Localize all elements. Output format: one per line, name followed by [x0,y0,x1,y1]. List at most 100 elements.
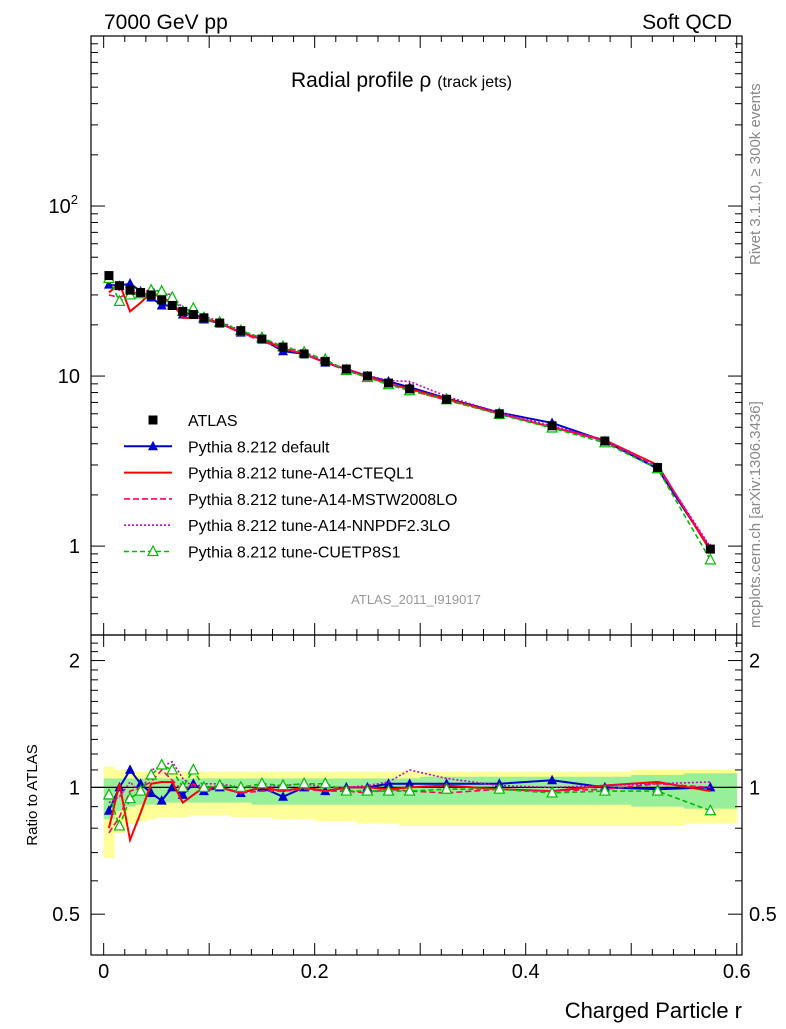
ratio-point-pythia-8-212-tune-cuetp8s1 [145,768,158,780]
ratio-point-pythia-8-212-default [156,795,167,805]
analysis-watermark: ATLAS_2011_I919017 [351,592,481,607]
ratio-point-pythia-8-212-default [278,791,289,801]
series-line-pythia-8-212-tune-cuetp8s1 [108,278,712,561]
y-main-tick-exponent: 2 [71,192,78,207]
legend-label-pythia-8-212-default: Pythia 8.212 default [188,439,330,456]
legend-marker-atlas [148,415,158,425]
ratio-point-pythia-8-212-tune-cuetp8s1 [113,819,126,831]
ratio-band-green [156,778,168,803]
point-pythia-8-212-tune-cuetp8s1 [704,553,717,565]
point-atlas [299,349,309,359]
ratio-point-pythia-8-212-tune-cuetp8s1 [102,788,115,800]
point-atlas [442,394,452,404]
ratio-tick-label-left: 1 [69,777,80,799]
x-tick-label: 0.6 [723,961,751,983]
point-atlas [600,436,610,446]
point-atlas [178,306,188,316]
ratio-line-pythia-8-212-tune-a14-cteql1 [107,780,711,844]
point-pythia-8-212-tune-cuetp8s1 [113,294,126,306]
legend-marker-pythia-8-212-tune-cuetp8s1 [147,544,159,557]
y-main-tick-label: 10 [58,366,80,388]
point-atlas [653,462,663,472]
ratio-band-green [114,778,126,811]
point-atlas [257,334,267,344]
point-atlas [167,301,177,311]
point-atlas [188,310,198,320]
x-axis-label: Charged Particle r [565,998,742,1023]
ratio-point-pythia-8-212-default [404,778,415,788]
point-atlas [320,356,330,366]
x-tick-label: 0.4 [512,961,540,983]
ratio-point-pythia-8-212-tune-cuetp8s1 [197,780,210,792]
ratio-point-pythia-8-212-tune-cuetp8s1 [361,784,374,796]
ratio-point-pythia-8-212-tune-cuetp8s1 [403,784,416,796]
y-main-tick-label: 102 [49,192,78,218]
point-atlas [341,364,351,374]
point-atlas [157,295,167,305]
x-tick-label: 0 [98,961,109,983]
ratio-point-pythia-8-212-tune-cuetp8s1 [651,784,664,796]
ratio-point-pythia-8-212-tune-cuetp8s1 [598,784,611,796]
point-atlas [215,318,225,328]
ratio-point-pythia-8-212-tune-cuetp8s1 [213,778,226,791]
ratio-uncertainty-bands [91,766,742,858]
legend-label-pythia-8-212-tune-a14-nnpdf2-3lo: Pythia 8.212 tune-A14-NNPDF2.3LO [188,518,450,535]
point-atlas [236,326,246,336]
ratio-point-pythia-8-212-tune-cuetp8s1 [298,776,311,789]
ratio-point-pythia-8-212-tune-cuetp8s1 [382,784,395,796]
point-atlas [199,313,209,323]
point-atlas [705,544,715,554]
point-atlas [114,281,124,291]
rivet-version-label: Rivet 3.1.10, ≥ 300k events [747,83,764,265]
point-atlas [278,342,288,352]
point-atlas [104,271,114,281]
ratio-point-pythia-8-212-tune-cuetp8s1 [277,778,290,791]
point-atlas [494,409,504,419]
series-line-pythia-8-212-tune-a14-nnpdf2-3lo [108,280,712,548]
ratio-point-pythia-8-212-default [135,778,146,788]
ratio-point-pythia-8-212-tune-cuetp8s1 [155,758,168,770]
x-tick-label: 0.2 [301,961,329,983]
ratio-point-pythia-8-212-tune-cuetp8s1 [704,803,717,816]
ratio-tick-label-right: 2 [749,651,760,673]
ratio-tick-label-left: 0.5 [52,904,80,926]
legend-label-pythia-8-212-tune-cuetp8s1: Pythia 8.212 tune-CUETP8S1 [188,545,401,562]
y-main-tick-label: 1 [69,536,80,558]
point-atlas [125,285,135,295]
ratio-point-pythia-8-212-default [547,774,558,785]
ratio-point-pythia-8-212-default [146,787,157,797]
ratio-point-pythia-8-212-tune-cuetp8s1 [255,776,268,789]
point-atlas [405,384,415,394]
ratio-point-pythia-8-212-tune-cuetp8s1 [440,782,453,794]
point-pythia-8-212-default [156,300,167,310]
ratio-tick-label-right: 1 [749,777,760,799]
ratio-line-pythia-8-212-tune-a14-nnpdf2-3lo [108,760,711,804]
ratio-point-pythia-8-212-tune-cuetp8s1 [234,780,247,792]
legend-label-atlas: ATLAS [188,413,238,430]
ratio-tick-label-left: 2 [69,651,80,673]
ratio-point-pythia-8-212-tune-cuetp8s1 [176,780,189,792]
point-pythia-8-212-default [103,279,114,289]
ratio-point-pythia-8-212-tune-cuetp8s1 [124,791,137,804]
legend-marker-pythia-8-212-default [148,440,158,451]
point-pythia-8-212-default [125,278,136,288]
ratio-point-pythia-8-212-tune-cuetp8s1 [319,776,332,789]
ratio-point-pythia-8-212-default [125,764,136,774]
ratio-point-pythia-8-212-tune-cuetp8s1 [166,763,179,775]
ratio-point-pythia-8-212-tune-cuetp8s1 [187,763,200,775]
legend: ATLAS Pythia 8.212 default Pythia 8.212 tu… [124,413,457,562]
ratio-point-pythia-8-212-tune-cuetp8s1 [546,786,559,798]
ratio-point-pythia-8-212-tune-cuetp8s1 [493,782,506,794]
ratio-panel-frame [90,634,743,956]
main-panel-series [102,271,717,565]
legend-label-pythia-8-212-tune-a14-cteql1: Pythia 8.212 tune-A14-CTEQL1 [188,466,414,483]
ratio-point-pythia-8-212-default [103,805,114,815]
point-atlas [146,290,156,300]
header-process-label: Soft QCD [642,11,732,34]
ratio-panel-series [102,758,717,844]
header-energy-label: 7000 GeV pp [104,11,228,34]
chart-title: Radial profile ρ (track jets) [291,69,512,92]
ratio-band-green [188,778,200,803]
